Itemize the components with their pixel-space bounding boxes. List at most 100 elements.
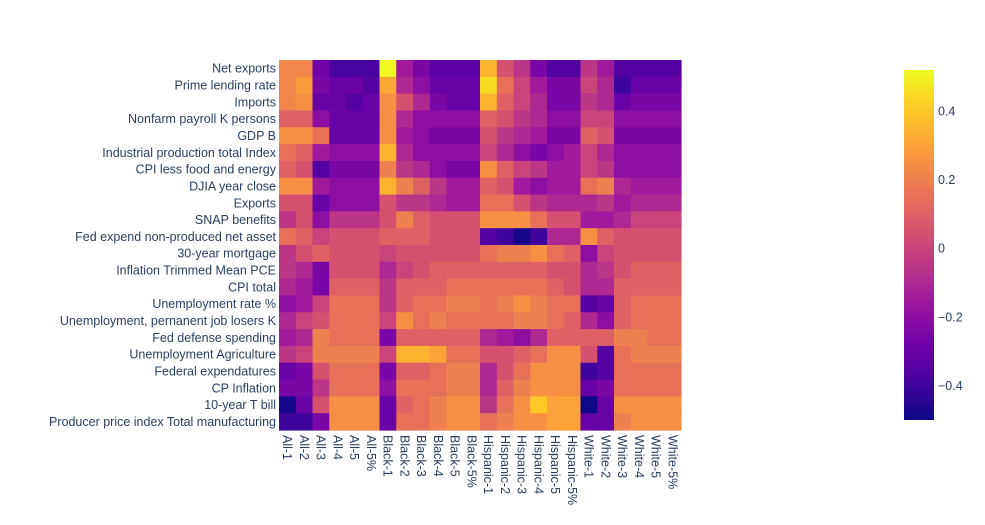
heatmap-cell [312,345,330,364]
heatmap-cell [446,211,464,229]
heatmap-cell [312,228,330,246]
colorbar-ticks: 0.4 0.2 0 −0.2 −0.4 [938,104,963,393]
heatmap-cell [580,379,598,397]
heatmap-cell [547,345,565,364]
heatmap-cell [530,278,548,297]
y-tick-label: CPI less food and energy [136,163,277,177]
heatmap-cell [513,396,531,414]
heatmap-cell [279,110,297,128]
heatmap-cell [597,245,615,263]
heatmap-cell [664,312,682,330]
heatmap-cell [480,345,498,364]
x-tick-label: White-4 [632,435,646,478]
heatmap-cell [597,144,615,162]
heatmap-cell [346,345,364,364]
heatmap-cell [396,261,414,280]
x-tick-label: Black-5 [448,435,462,477]
heatmap-cell [630,160,649,179]
heatmap-cell [413,194,431,212]
heatmap-cell [513,228,531,246]
heatmap-cell [530,60,548,78]
heatmap-cell [279,228,297,246]
heatmap-cell [329,362,347,381]
heatmap-cell [346,60,364,78]
heatmap-cell [295,177,314,196]
heatmap-cell [279,177,297,196]
heatmap-cell [429,278,448,297]
x-tick-label: Hispanic-4 [531,435,545,494]
heatmap-cell [480,194,498,212]
heatmap-cell [597,160,615,179]
heatmap-cell [346,177,364,196]
heatmap-cell [446,76,464,95]
heatmap-cell [614,110,632,128]
heatmap-cell [329,312,347,330]
heatmap-cell [413,379,431,397]
heatmap-cell [413,245,431,263]
heatmap-cell [630,211,649,229]
heatmap-cell [429,245,448,263]
heatmap-cell [429,144,448,162]
x-tick-label: All-2 [297,435,311,460]
heatmap-cell [530,396,548,414]
heatmap-cell [396,211,414,229]
y-tick-label: 30-year mortgage [177,247,276,261]
heatmap-cell [329,93,347,112]
heatmap-cell [597,110,615,128]
heatmap-cell [496,413,515,431]
heatmap-cell [279,76,297,95]
heatmap-cell [396,93,414,112]
heatmap-cell [396,127,414,145]
heatmap-cell [413,110,431,128]
heatmap-cell [295,379,314,397]
heatmap-cell [496,93,515,112]
heatmap-cell [664,211,682,229]
heatmap-cell [530,379,548,397]
heatmap-cell [630,110,649,128]
heatmap-cell [496,211,515,229]
heatmap-cell [530,160,548,179]
heatmap-cell [630,144,649,162]
heatmap-cell [295,362,314,381]
heatmap-cell [429,60,448,78]
y-tick-label: Exports [234,196,276,210]
heatmap-cell [329,413,347,431]
heatmap-cell [379,362,397,381]
x-tick-label: Hispanic-1 [481,435,495,494]
heatmap-cell [446,295,464,313]
y-tick-label: Industrial production total Index [102,146,276,160]
heatmap-cell [513,278,531,297]
heatmap-cell [580,245,598,263]
heatmap-cell [429,295,448,313]
colorbar-tick-label: 0 [938,242,945,256]
heatmap-cell [463,177,481,196]
heatmap-cell [614,160,632,179]
heatmap-cell [413,278,431,297]
heatmap-cell [563,160,582,179]
heatmap-cell [379,245,397,263]
heatmap-cell [396,295,414,313]
colorbar-tick-label: 0.4 [938,104,955,118]
heatmap-cell [664,127,682,145]
heatmap-cell [312,396,330,414]
heatmap-cell [664,60,682,78]
y-tick-label: Prime lending rate [175,79,276,93]
heatmap-cell [496,278,515,297]
heatmap-cell [396,194,414,212]
x-tick-label: Hispanic-3 [515,435,529,494]
heatmap-cell [563,261,582,280]
heatmap-cell [396,76,414,95]
heatmap-cell [563,245,582,263]
heatmap-cell [480,211,498,229]
y-tick-label: Producer price index Total manufacturing [49,415,276,429]
heatmap-cell [614,278,632,297]
heatmap-cell [530,312,548,330]
heatmap-cell [362,379,381,397]
heatmap-cell [513,312,531,330]
heatmap-cell [362,76,381,95]
heatmap-cell [563,110,582,128]
heatmap-cell [413,76,431,95]
heatmap-cell [614,177,632,196]
heatmap-cell [362,362,381,381]
heatmap-cell [329,60,347,78]
